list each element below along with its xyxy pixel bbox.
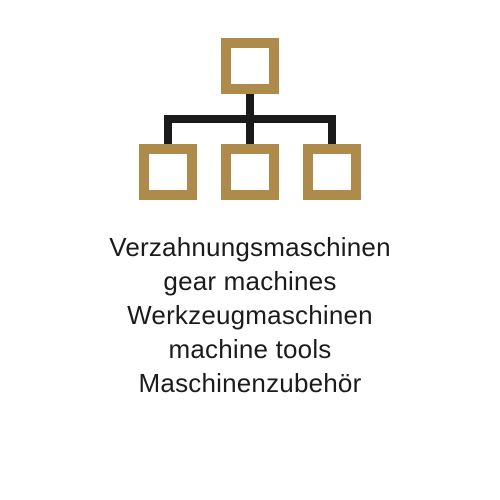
label-line: gear machines	[109, 264, 391, 298]
label-line: machine tools	[109, 332, 391, 366]
org-node-bottom-1	[139, 144, 197, 200]
connector-left	[164, 115, 172, 144]
connector-right	[328, 115, 336, 144]
org-node-bottom-2	[221, 144, 279, 200]
org-chart-icon	[139, 38, 361, 200]
org-node-bottom-3	[303, 144, 361, 200]
org-node-top	[221, 38, 279, 94]
label-line: Verzahnungsmaschinen	[109, 230, 391, 264]
label-line: Maschinenzubehör	[109, 366, 391, 400]
label-block: Verzahnungsmaschinen gear machines Werkz…	[109, 230, 391, 400]
label-line: Werkzeugmaschinen	[109, 298, 391, 332]
connector-stem	[246, 94, 254, 144]
